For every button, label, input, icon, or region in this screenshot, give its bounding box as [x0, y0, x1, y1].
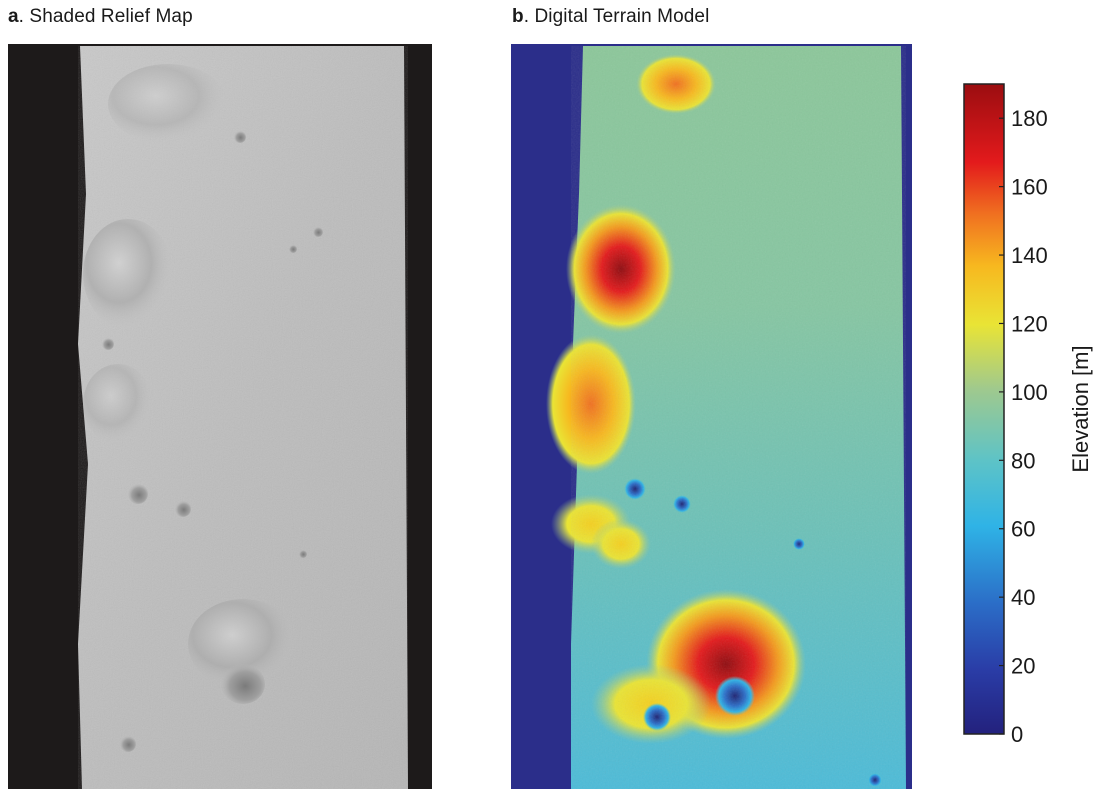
colorbar-tick-label: 100 [1011, 380, 1048, 405]
colorbar-ticks: 0 20 40 60 80 100 120 140 160 180 [999, 106, 1048, 747]
colorbar-tick-label: 180 [1011, 106, 1048, 131]
panel-a-title: a. Shaded Relief Map [8, 6, 193, 28]
colorbar-axis-title: Elevation [m] [1068, 345, 1093, 472]
panel-b-letter: b [512, 6, 524, 27]
colorbar-tick-label: 160 [1011, 175, 1048, 200]
colorbar-tick-label: 20 [1011, 654, 1035, 679]
colorbar-tick-label: 140 [1011, 243, 1048, 268]
elevation-colorbar: 0 20 40 60 80 100 120 140 160 180 Elevation [m] [963, 83, 1093, 747]
colorbar-tick-label: 0 [1011, 722, 1023, 747]
colorbar-tick-label: 60 [1011, 517, 1035, 542]
panel-b-title: b. Digital Terrain Model [512, 6, 709, 28]
colorbar-tick-label: 40 [1011, 585, 1035, 610]
digital-terrain-model [511, 44, 912, 789]
shaded-relief-map [8, 44, 432, 789]
colorbar-tick-label: 120 [1011, 311, 1048, 336]
panel-b-label: . Digital Terrain Model [523, 6, 710, 27]
panel-a-label: . Shaded Relief Map [18, 6, 193, 27]
colorbar-gradient [963, 83, 1005, 735]
panel-a-letter: a [8, 6, 19, 27]
colorbar-tick-label: 80 [1011, 448, 1035, 473]
